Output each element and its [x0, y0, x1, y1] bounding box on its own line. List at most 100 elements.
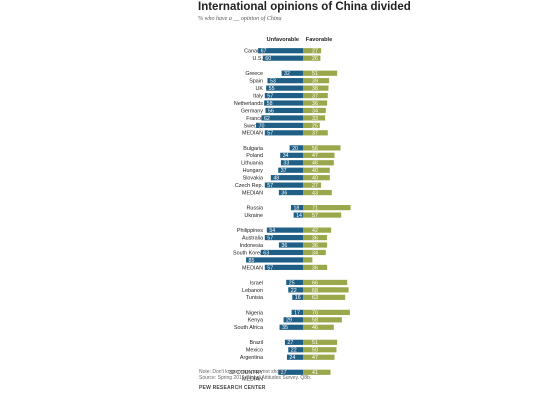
bar-favorable — [303, 324, 334, 330]
bar-favorable — [303, 107, 326, 114]
row-label: Argentina — [240, 355, 263, 361]
bar-unfavorable — [286, 354, 303, 360]
value-label-unfavorable: 24 — [289, 355, 295, 361]
value-label-favorable: 27 — [312, 49, 318, 55]
value-label-favorable: 47 — [312, 153, 318, 159]
bar-favorable — [303, 212, 342, 218]
bar-favorable — [303, 48, 322, 54]
value-label-favorable: 46 — [312, 161, 318, 167]
bar-unfavorable — [284, 339, 303, 345]
value-label-unfavorable: 17 — [294, 310, 300, 316]
bar-unfavorable — [292, 294, 303, 300]
value-label-unfavorable: 27 — [287, 340, 293, 346]
row-label: Kenya — [248, 318, 263, 324]
row-label: Italy — [253, 93, 263, 99]
value-label-favorable: 71 — [312, 206, 318, 212]
bar-favorable — [303, 257, 313, 263]
row-label: Canada — [244, 49, 263, 55]
chart-subtitle: % who have a __ opinion of China — [198, 16, 282, 22]
bar-favorable — [303, 294, 346, 300]
row-label: MEDIAN — [242, 190, 263, 196]
value-label-unfavorable: 56 — [268, 108, 274, 114]
bar-unfavorable — [267, 78, 303, 84]
value-label-favorable: 36 — [312, 101, 318, 107]
row-label: Brazil — [250, 340, 263, 346]
value-label-unfavorable: 18 — [293, 206, 299, 212]
value-label-favorable: 58 — [312, 318, 318, 324]
bar-favorable — [303, 175, 330, 181]
bar-unfavorable — [264, 264, 303, 270]
value-label-favorable: 36 — [312, 235, 318, 241]
bar-unfavorable — [265, 107, 303, 114]
row-label: Indonesia — [240, 243, 263, 249]
value-label-favorable: 36 — [312, 243, 318, 249]
bar-favorable — [303, 227, 332, 233]
chart-source: Source: Spring 2019 Global Attitudes Sur… — [199, 375, 312, 381]
bar-unfavorable — [286, 279, 303, 286]
value-label-favorable: 66 — [312, 280, 318, 286]
value-label-unfavorable: 36 — [281, 190, 287, 196]
value-label-unfavorable: 36 — [281, 243, 287, 249]
value-label-unfavorable: 57 — [267, 131, 273, 137]
row-label: Czech Rep. — [235, 183, 263, 189]
bar-favorable — [303, 55, 321, 61]
bar-unfavorable — [246, 257, 303, 263]
bar-favorable — [303, 249, 326, 256]
bar-unfavorable — [264, 182, 303, 188]
bar-unfavorable — [283, 317, 303, 323]
bar-unfavorable — [280, 160, 303, 166]
value-label-unfavorable: 22 — [291, 288, 297, 294]
bar-unfavorable — [293, 212, 303, 218]
value-label-favorable: 43 — [312, 190, 318, 196]
value-label-favorable: 36 — [312, 265, 318, 271]
value-label-unfavorable: 37 — [281, 370, 287, 376]
bar-favorable — [303, 242, 328, 248]
value-label-favorable: 38 — [312, 86, 318, 92]
value-label-favorable: 39 — [312, 79, 318, 85]
value-label-unfavorable: 33 — [283, 161, 289, 167]
bar-favorable — [303, 130, 328, 136]
value-label-unfavorable: 57 — [267, 93, 273, 99]
value-label-unfavorable: 16 — [295, 295, 301, 301]
row-label: Poland — [246, 153, 263, 159]
value-label-favorable: 68 — [312, 288, 318, 294]
value-label-favorable: 33 — [312, 116, 318, 122]
value-label-unfavorable: 53 — [270, 79, 276, 85]
bar-unfavorable — [264, 234, 303, 241]
value-label-unfavorable: 22 — [291, 348, 297, 354]
value-label-unfavorable: 35 — [282, 325, 288, 331]
row-label: 32 COUNTRY MEDIAN — [229, 370, 263, 382]
bar-favorable — [303, 347, 337, 353]
bar-favorable — [303, 85, 329, 91]
value-label-favorable: 14 — [312, 258, 318, 264]
row-label: Russia — [247, 206, 263, 212]
bar-favorable — [303, 182, 322, 188]
chart-note: Note: Don't know responses not shown. — [199, 369, 287, 375]
chart-title: International opinions of China divided — [198, 1, 411, 13]
chart-credit: PEW RESEARCH CENTER — [199, 385, 266, 391]
row-label: Mexico — [246, 348, 263, 354]
bar-unfavorable — [280, 152, 303, 158]
series-header-unfavorable: Unfavorable — [267, 37, 299, 43]
row-label: Australia — [242, 235, 263, 241]
bar-favorable — [303, 339, 338, 345]
bar-unfavorable — [260, 249, 303, 256]
row-label: Germany — [241, 108, 263, 114]
bar-favorable — [303, 264, 328, 270]
bar-unfavorable — [264, 92, 303, 99]
row-label: Hungary — [243, 168, 264, 174]
row-label: Greece — [245, 71, 263, 77]
series-header-favorable: Favorable — [306, 37, 332, 43]
value-label-favorable: 34 — [312, 108, 318, 114]
row-label: Philippines — [237, 228, 263, 234]
bar-favorable — [303, 167, 330, 173]
bar-unfavorable — [289, 145, 303, 151]
value-label-favorable: 34 — [312, 250, 318, 256]
value-label-unfavorable: 55 — [269, 86, 275, 92]
bar-unfavorable — [278, 369, 303, 375]
bar-favorable — [303, 205, 351, 211]
row-label: U.S. — [253, 56, 263, 62]
bar-unfavorable — [278, 242, 303, 248]
value-label-unfavorable: 85 — [249, 258, 255, 264]
value-label-favorable: 37 — [312, 93, 318, 99]
